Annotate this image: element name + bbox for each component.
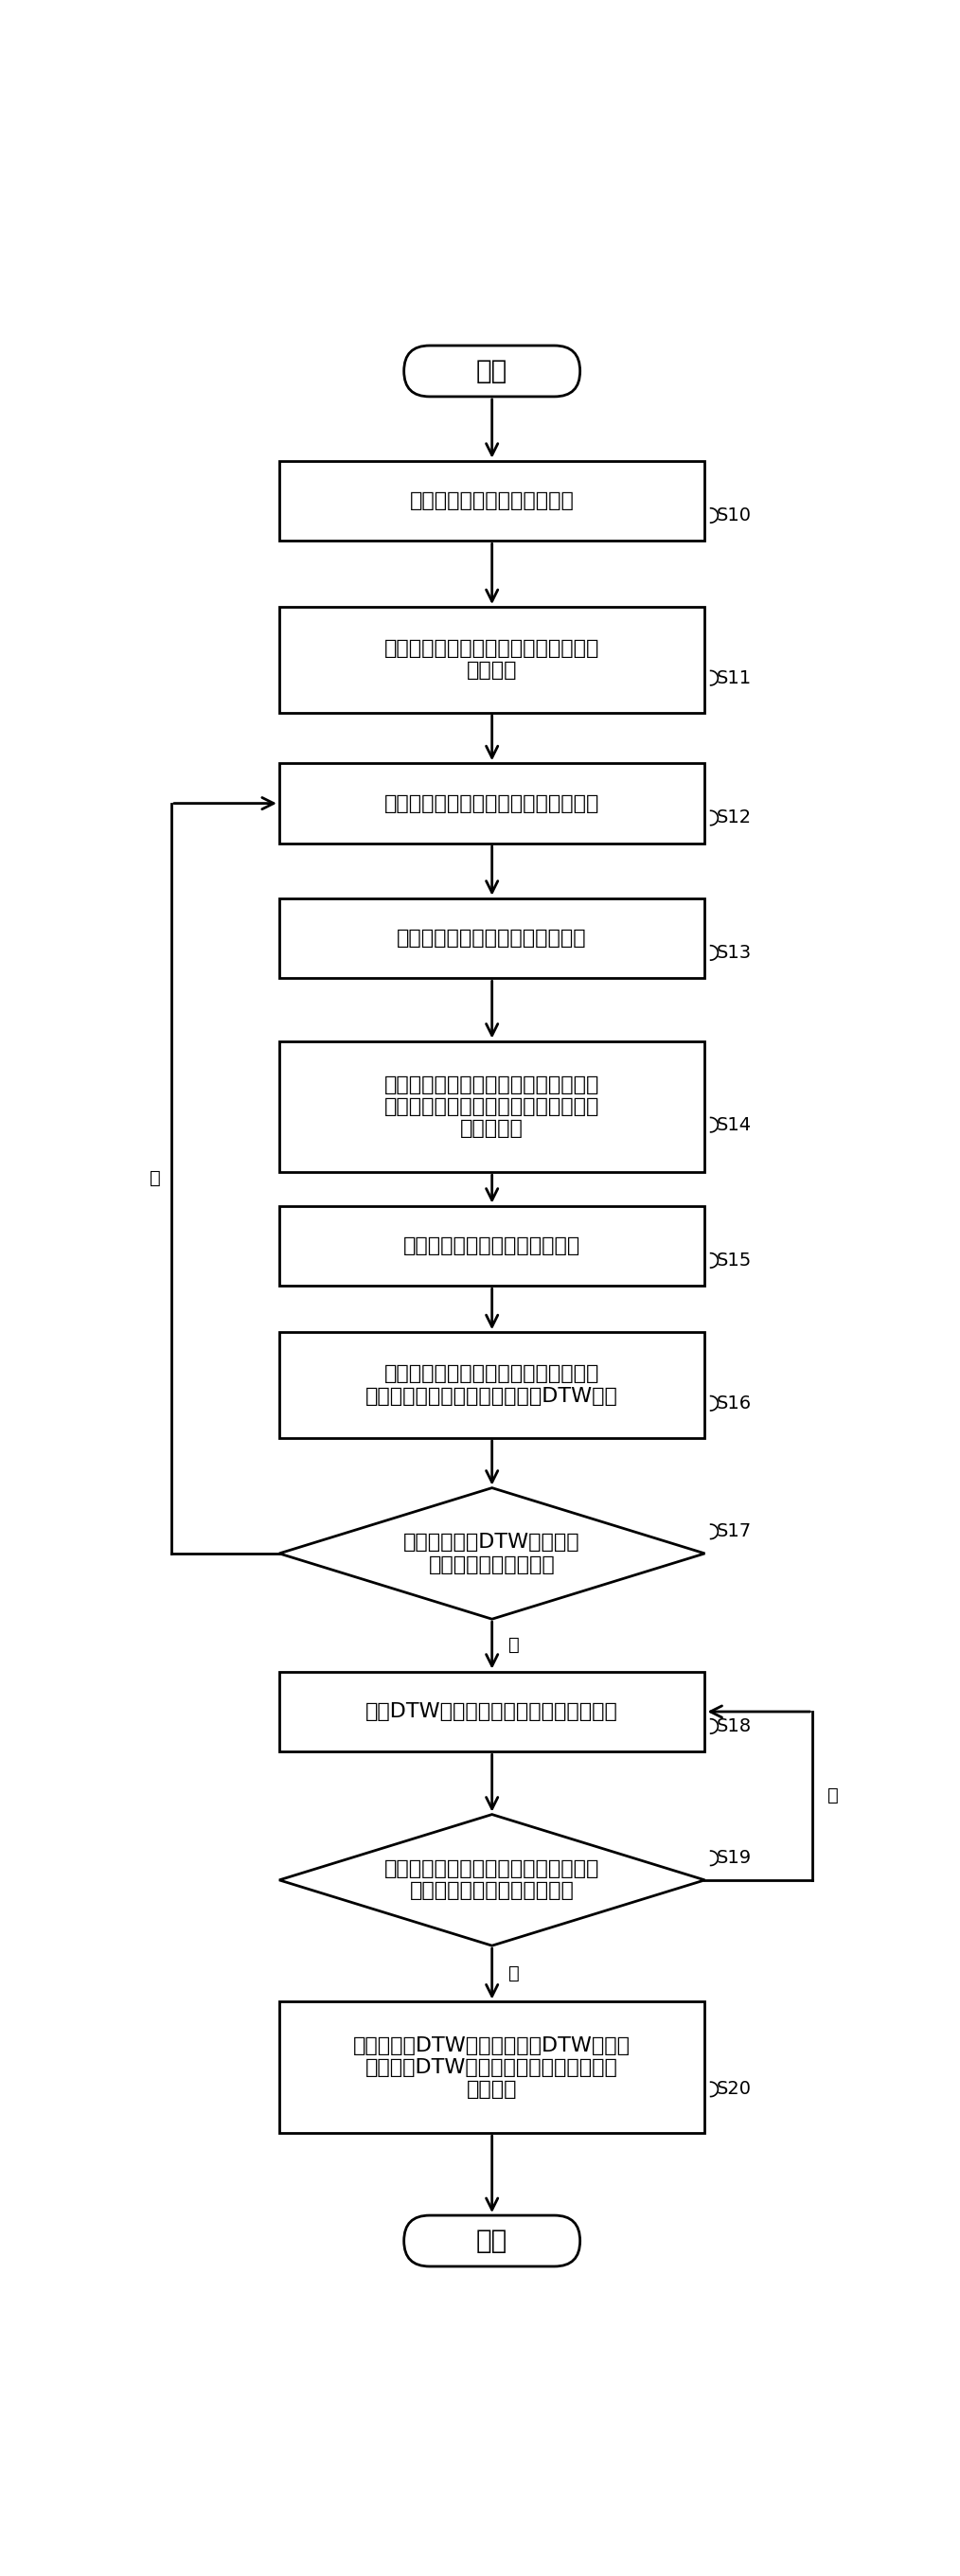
Text: S13: S13 <box>716 943 752 961</box>
Text: S11: S11 <box>716 670 752 688</box>
Text: S19: S19 <box>716 1850 752 1868</box>
Text: S15: S15 <box>716 1252 752 1270</box>
Text: 选择最小的DTW阈值作为最终DTW距离，
根据最终DTW距离对移动目标的未来轨迹
进行预测: 选择最小的DTW阈值作为最终DTW距离， 根据最终DTW距离对移动目标的未来轨迹… <box>353 2035 631 2099</box>
Bar <box>279 2002 705 2133</box>
Bar <box>279 608 705 714</box>
Text: 对历史轨迹数据进行预处理以形成第一
轨迹数据: 对历史轨迹数据进行预处理以形成第一 轨迹数据 <box>384 639 600 680</box>
Text: 开始: 开始 <box>476 358 508 384</box>
Polygon shape <box>279 1489 705 1620</box>
Bar <box>279 1041 705 1172</box>
Polygon shape <box>279 1814 705 1945</box>
Text: 根据第二轨迹数据形成多个子序列: 根据第二轨迹数据形成多个子序列 <box>397 930 587 948</box>
Text: 是: 是 <box>509 1636 519 1654</box>
Bar <box>279 1206 705 1285</box>
Text: 否: 否 <box>150 1170 160 1188</box>
Text: 是: 是 <box>509 1965 519 1984</box>
Text: 接收移动目标的历史轨迹数据: 接收移动目标的历史轨迹数据 <box>410 492 574 510</box>
Text: 将该DTW距离和累积成本矩阵关联并存储: 将该DTW距离和累积成本矩阵关联并存储 <box>366 1703 618 1721</box>
Text: 判断计算出的DTW距离是否
小于预设的距离阈值？: 判断计算出的DTW距离是否 小于预设的距离阈值？ <box>403 1533 581 1574</box>
FancyBboxPatch shape <box>404 345 580 397</box>
Text: 根据成本矩阵计算累积成本矩阵: 根据成本矩阵计算累积成本矩阵 <box>403 1236 581 1255</box>
Text: S12: S12 <box>716 809 752 827</box>
Bar <box>279 762 705 842</box>
Text: S20: S20 <box>716 2081 752 2099</box>
Text: 从数据库中随机选取一个第二轨迹数据: 从数据库中随机选取一个第二轨迹数据 <box>384 793 600 814</box>
Text: S10: S10 <box>716 507 752 526</box>
Bar <box>279 1332 705 1437</box>
Text: S17: S17 <box>716 1522 752 1540</box>
Text: S18: S18 <box>716 1718 752 1736</box>
Text: S16: S16 <box>716 1394 752 1412</box>
Text: 分别计算第一轨迹数据和第二轨迹数据
的各个相应子序列之间的欧氏距离以形
成成本矩阵: 分别计算第一轨迹数据和第二轨迹数据 的各个相应子序列之间的欧氏距离以形 成成本矩… <box>384 1074 600 1139</box>
Bar <box>279 461 705 541</box>
Text: 判断从数据库中选取的第二轨迹数据的
个数是否达到预设的数量阈值: 判断从数据库中选取的第二轨迹数据的 个数是否达到预设的数量阈值 <box>384 1860 600 1901</box>
Text: 结束: 结束 <box>476 2228 508 2254</box>
Bar <box>279 899 705 979</box>
Text: 从累积成本矩阵中获取第一轨迹数据和
第二轨迹数据各个相应子序列的DTW距离: 从累积成本矩阵中获取第一轨迹数据和 第二轨迹数据各个相应子序列的DTW距离 <box>366 1365 618 1406</box>
FancyBboxPatch shape <box>404 2215 580 2267</box>
Text: S14: S14 <box>716 1115 752 1133</box>
Bar <box>279 1672 705 1752</box>
Text: 否: 否 <box>828 1788 839 1806</box>
